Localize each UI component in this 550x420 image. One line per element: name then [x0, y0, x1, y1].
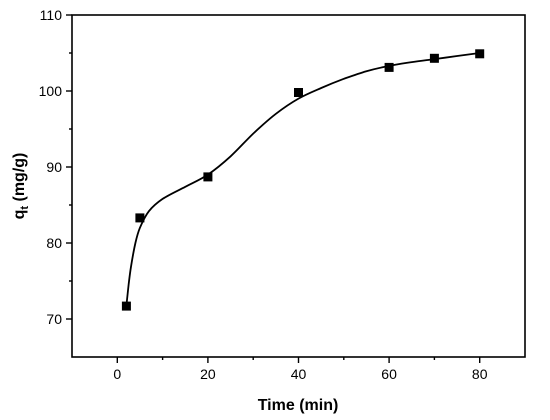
y-axis-title-sub: t — [19, 206, 31, 210]
x-tick-label: 40 — [291, 366, 307, 382]
data-point — [384, 62, 394, 72]
x-tick-label: 80 — [472, 366, 488, 382]
y-tick-label: 80 — [46, 235, 62, 251]
y-tick-label: 110 — [40, 7, 63, 23]
data-markers — [121, 49, 485, 311]
y-axis-title-unit: (mg/g) — [11, 153, 28, 206]
fit-curve — [125, 52, 480, 307]
y-tick-label: 90 — [46, 159, 62, 175]
data-point — [135, 213, 145, 223]
y-tick-label: 70 — [46, 311, 62, 327]
x-tick-label: 0 — [113, 366, 121, 382]
ticks — [66, 14, 481, 363]
y-axis-title: qt (mg/g) — [11, 153, 31, 220]
data-point — [475, 49, 485, 59]
data-point — [121, 301, 131, 311]
plot-frame — [71, 14, 526, 358]
x-tick-label: 20 — [200, 366, 216, 382]
x-axis-title: Time (min) — [258, 397, 339, 414]
data-point — [203, 172, 213, 182]
data-point — [294, 88, 303, 97]
y-axis-title-main: q — [11, 210, 28, 220]
x-tick-label: 60 — [381, 366, 397, 382]
tick-labels: 0 20 40 60 80 70 80 90 100 110 — [39, 7, 488, 382]
data-point — [429, 53, 439, 63]
y-tick-label: 100 — [39, 83, 63, 99]
